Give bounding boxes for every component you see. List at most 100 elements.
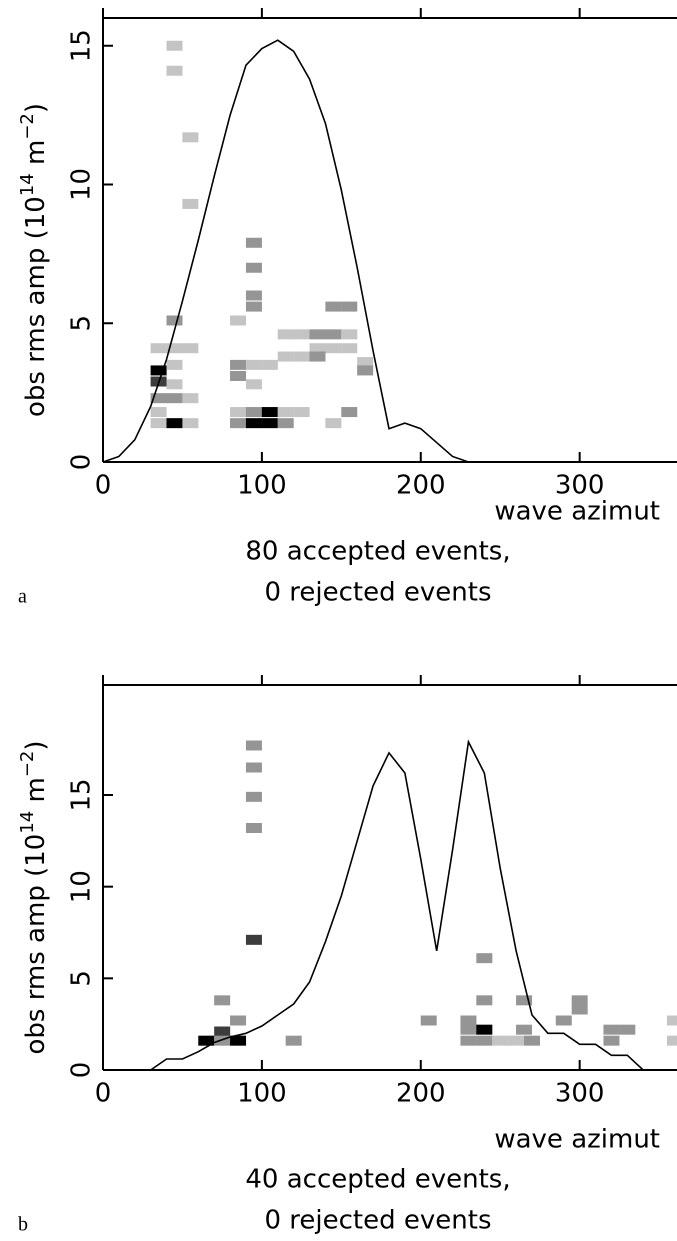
cell bbox=[245, 791, 262, 802]
cell bbox=[277, 407, 294, 418]
cell bbox=[476, 953, 493, 964]
cell bbox=[166, 315, 183, 326]
cell bbox=[357, 365, 374, 376]
cell bbox=[325, 343, 342, 354]
cell bbox=[245, 359, 262, 370]
y-tick-label: 10 bbox=[67, 168, 97, 201]
cell bbox=[182, 343, 199, 354]
cell bbox=[293, 329, 310, 340]
cell bbox=[460, 1015, 477, 1026]
cell bbox=[476, 995, 493, 1006]
cell bbox=[150, 407, 167, 418]
x-axis-label: wave azimut bbox=[494, 1125, 660, 1155]
cell bbox=[341, 329, 358, 340]
cell bbox=[245, 418, 262, 429]
cell bbox=[214, 995, 231, 1006]
cell bbox=[261, 418, 278, 429]
y-tick-label: 15 bbox=[67, 29, 97, 62]
cell bbox=[245, 301, 262, 312]
cell bbox=[230, 1035, 247, 1046]
cell bbox=[357, 357, 374, 368]
label-part: obs rms amp (10 bbox=[21, 834, 51, 1055]
cell bbox=[261, 359, 278, 370]
y-tick-label: 0 bbox=[67, 454, 97, 471]
cell bbox=[341, 407, 358, 418]
superscript: 14 bbox=[17, 811, 38, 834]
cell bbox=[245, 379, 262, 390]
x-tick-label: 200 bbox=[396, 1079, 446, 1109]
cell bbox=[166, 379, 183, 390]
cell bbox=[182, 418, 199, 429]
cell bbox=[214, 1026, 231, 1037]
cell bbox=[571, 995, 588, 1006]
cell bbox=[166, 40, 183, 51]
x-tick-label: 300 bbox=[555, 1079, 605, 1109]
cell bbox=[150, 393, 167, 404]
cell bbox=[261, 407, 278, 418]
cell bbox=[309, 351, 326, 362]
y-tick-label: 5 bbox=[67, 315, 97, 332]
cell bbox=[182, 198, 199, 209]
cell bbox=[460, 1035, 477, 1046]
cell bbox=[341, 301, 358, 312]
cell bbox=[198, 1035, 215, 1046]
cell bbox=[571, 1004, 588, 1015]
cell bbox=[166, 343, 183, 354]
cell bbox=[293, 407, 310, 418]
cell bbox=[341, 343, 358, 354]
x-axis-label: wave azimut bbox=[494, 497, 660, 527]
cell bbox=[166, 418, 183, 429]
cell bbox=[230, 1015, 247, 1026]
cell bbox=[214, 1035, 231, 1046]
cell bbox=[476, 1035, 493, 1046]
cell bbox=[667, 1015, 677, 1026]
cell bbox=[325, 301, 342, 312]
cell bbox=[245, 237, 262, 248]
label-part: obs rms amp (10 bbox=[21, 196, 51, 417]
cell bbox=[245, 823, 262, 833]
cell bbox=[603, 1035, 620, 1046]
caption: 0 rejected events bbox=[265, 578, 492, 608]
label-part: m bbox=[21, 777, 51, 811]
cell bbox=[516, 1024, 533, 1035]
cell bbox=[230, 407, 247, 418]
cell bbox=[555, 1015, 572, 1026]
label-part: ) bbox=[21, 103, 51, 113]
y-tick-label: 15 bbox=[67, 778, 97, 811]
cell bbox=[309, 343, 326, 354]
cell bbox=[150, 343, 167, 354]
cell bbox=[603, 1024, 620, 1035]
cell bbox=[277, 351, 294, 362]
cell bbox=[182, 393, 199, 404]
cell bbox=[325, 418, 342, 429]
caption: 80 accepted events, bbox=[245, 537, 510, 567]
superscript: −2 bbox=[17, 113, 38, 140]
cell bbox=[230, 359, 247, 370]
x-tick-label: 0 bbox=[95, 471, 112, 501]
caption: 40 accepted events, bbox=[245, 1165, 510, 1195]
panel-label: a bbox=[18, 586, 27, 608]
caption: 0 rejected events bbox=[265, 1206, 492, 1236]
cell bbox=[619, 1024, 636, 1035]
cell bbox=[245, 762, 262, 773]
cell bbox=[166, 65, 183, 76]
cell bbox=[150, 365, 167, 376]
y-tick-label: 0 bbox=[67, 1062, 97, 1079]
cell bbox=[230, 370, 247, 381]
cell bbox=[245, 740, 262, 751]
x-tick-label: 200 bbox=[396, 471, 446, 501]
cell bbox=[420, 1015, 437, 1026]
cell bbox=[667, 1035, 677, 1046]
y-tick-label: 10 bbox=[67, 870, 97, 903]
y-tick-label: 5 bbox=[67, 970, 97, 987]
label-part: ) bbox=[21, 740, 51, 750]
cell bbox=[245, 407, 262, 418]
curve bbox=[150, 739, 644, 1071]
cell bbox=[277, 329, 294, 340]
superscript: 14 bbox=[17, 173, 38, 196]
x-tick-label: 100 bbox=[237, 1079, 287, 1109]
cell bbox=[230, 315, 247, 326]
x-tick-label: 300 bbox=[555, 471, 605, 501]
x-tick-label: 0 bbox=[95, 1079, 112, 1109]
cell bbox=[325, 329, 342, 340]
